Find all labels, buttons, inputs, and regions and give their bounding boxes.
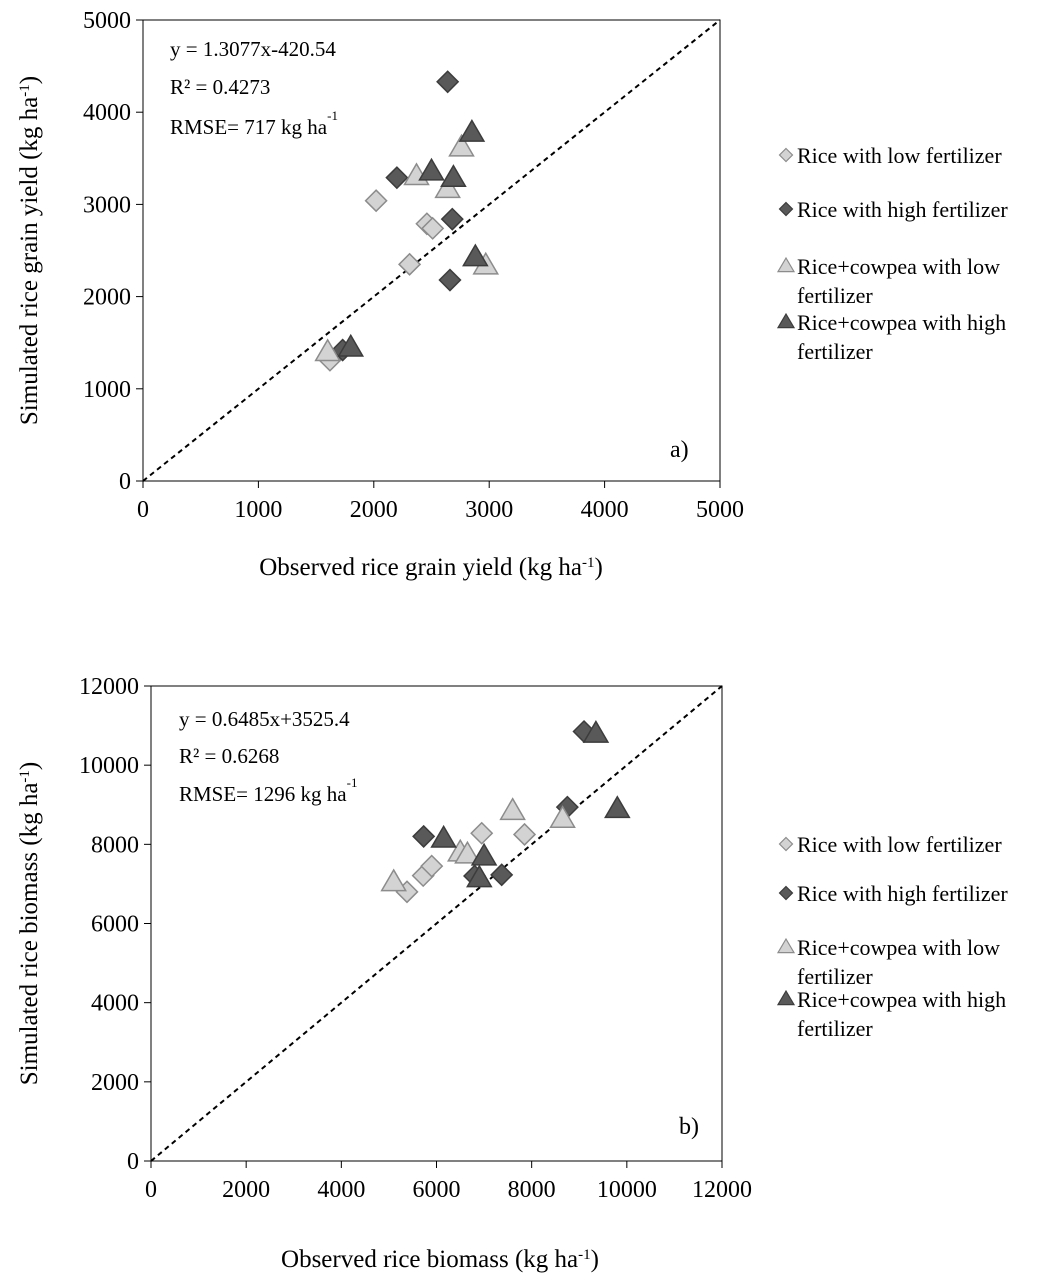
data-point-series-2: [412, 824, 436, 848]
y-tick-label: 5000: [83, 8, 131, 34]
y-tick-label: 2000: [83, 285, 131, 311]
data-point-series-4: [337, 333, 365, 357]
y-axis-label: Simulated rice grain yield (kg ha-1): [16, 76, 43, 425]
data-point-series-4: [430, 824, 457, 848]
data-point-series-3: [454, 840, 481, 864]
x-tick-label: 2000: [350, 497, 398, 523]
data-point-series-1: [398, 252, 422, 276]
legend-marker: [778, 836, 794, 852]
data-point-series-3: [499, 797, 526, 821]
legend-label: Rice with high fertilizer: [797, 881, 1008, 906]
data-point-series-1: [421, 216, 445, 240]
data-point-series-3: [380, 868, 407, 892]
x-axis-label: Observed rice biomass (kg ha-1): [281, 1246, 599, 1273]
legend-marker: [778, 885, 794, 901]
y-tick-label: 1000: [83, 377, 131, 403]
legend-marker: [778, 201, 794, 217]
y-tick-label: 8000: [91, 832, 139, 858]
data-point-series-2: [385, 166, 409, 190]
x-tick-label: 0: [145, 1177, 157, 1203]
x-tick-label: 10000: [597, 1177, 657, 1203]
y-tick-label: 0: [119, 469, 131, 495]
x-tick-label: 2000: [222, 1177, 270, 1203]
legend-marker: [776, 989, 796, 1006]
plot-area: [142, 19, 721, 482]
data-point-series-4: [440, 164, 467, 188]
legend-marker: [776, 937, 796, 954]
legend-label: Rice with low fertilizer: [797, 143, 1002, 168]
legend-label: fertilizer: [797, 339, 873, 364]
data-point-series-4: [458, 118, 486, 142]
y-tick-label: 3000: [83, 192, 131, 218]
panel-label: a): [670, 437, 689, 463]
x-tick-label: 6000: [413, 1177, 461, 1203]
r-squared: R² = 0.6268: [179, 744, 279, 768]
y-axis-label: Simulated rice biomass (kg ha-1): [16, 762, 43, 1086]
data-point-series-4: [470, 842, 498, 866]
data-point-series-2: [490, 863, 514, 887]
legend-label: fertilizer: [797, 1016, 873, 1041]
y-tick-label: 12000: [79, 674, 139, 700]
legend-label: fertilizer: [797, 964, 873, 989]
regression-equation: y = 1.3077x-420.54: [170, 37, 336, 61]
legend-label: Rice+cowpea with low: [797, 254, 1000, 279]
x-tick-label: 0: [137, 497, 149, 523]
legend-label: Rice+cowpea with high: [797, 310, 1006, 335]
y-tick-label: 2000: [91, 1070, 139, 1096]
x-tick-label: 12000: [692, 1177, 752, 1203]
x-tick-label: 4000: [317, 1177, 365, 1203]
legend-label: Rice+cowpea with high: [797, 987, 1006, 1012]
data-point-series-4: [466, 864, 493, 888]
data-point-series-2: [440, 207, 464, 231]
y-tick-label: 4000: [83, 100, 131, 126]
data-point-series-4: [604, 795, 631, 819]
data-point-series-3: [448, 133, 475, 157]
legend-label: Rice with low fertilizer: [797, 832, 1002, 857]
data-point-series-1: [364, 189, 388, 213]
y-tick-label: 4000: [91, 991, 139, 1017]
legend-label: Rice+cowpea with low: [797, 935, 1000, 960]
scatter-chart-a: 0 1000 2000 3000 4000 5000 0 1000 2000 3000 4000 50…: [16, 8, 1008, 581]
legend-marker: [776, 312, 796, 329]
x-tick-label: 1000: [234, 497, 282, 523]
data-point-series-4: [462, 243, 489, 267]
data-point-series-2: [438, 268, 462, 292]
x-tick-label: 3000: [465, 497, 513, 523]
y-tick-label: 6000: [91, 912, 139, 938]
panel-label: b): [679, 1114, 699, 1140]
data-point-series-3: [549, 805, 576, 828]
x-tick-label: 4000: [581, 497, 629, 523]
x-tick-label: 5000: [696, 497, 744, 523]
x-axis-label: Observed rice grain yield (kg ha-1): [259, 554, 603, 581]
one-to-one-line: [150, 685, 723, 1162]
data-point-series-1: [470, 821, 494, 845]
legend-marker: [778, 147, 794, 163]
data-point-series-4: [582, 720, 610, 743]
one-to-one-line: [142, 19, 721, 482]
data-point-series-2: [436, 70, 460, 94]
data-point-series-1: [512, 822, 537, 846]
data-point-series-4: [418, 157, 445, 181]
y-tick-label: 10000: [79, 753, 139, 779]
legend-marker: [776, 256, 796, 273]
y-tick-label: 0: [127, 1149, 139, 1175]
rmse-label: RMSE= 717 kg ha-1: [170, 108, 338, 139]
data-point-series-3: [314, 338, 341, 362]
legend-label: Rice with high fertilizer: [797, 197, 1008, 222]
scatter-chart-b: 0 2000 4000 6000 8000 10000 12000 0 2000 4000 6000…: [16, 674, 1008, 1273]
rmse-label: RMSE= 1296 kg ha-1: [179, 775, 357, 806]
regression-equation: y = 0.6485x+3525.4: [179, 707, 350, 731]
data-point-series-1: [420, 854, 444, 878]
r-squared: R² = 0.4273: [170, 75, 270, 99]
legend-label: fertilizer: [797, 283, 873, 308]
x-tick-label: 8000: [508, 1177, 556, 1203]
